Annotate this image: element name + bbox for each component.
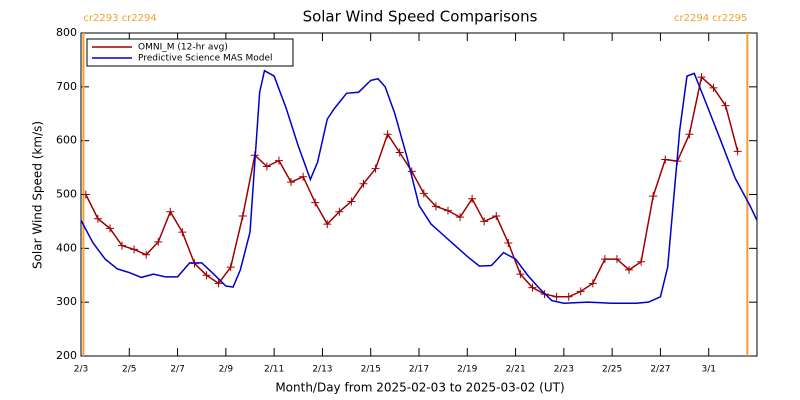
x-tick-label: 2/11 [264, 365, 284, 375]
point-marker [552, 292, 561, 301]
point-marker [214, 279, 223, 288]
point-marker [721, 101, 730, 110]
point-marker [661, 155, 670, 164]
point-marker [274, 156, 283, 165]
point-marker [323, 220, 332, 229]
x-tick-label: 3/1 [701, 365, 715, 375]
point-marker [504, 238, 513, 247]
point-marker [359, 179, 368, 188]
point-marker [697, 73, 706, 82]
point-marker [443, 206, 452, 215]
y-tick-label: 200 [56, 349, 77, 362]
legend-text: Predictive Science MAS Model [138, 54, 273, 64]
point-marker [93, 214, 102, 223]
point-marker [733, 147, 742, 156]
legend-text: OMNI_M (12-hr avg) [138, 43, 228, 53]
point-marker [371, 164, 380, 173]
x-tick-label: 2/23 [554, 365, 574, 375]
point-marker [395, 148, 404, 157]
x-tick-label: 2/9 [219, 365, 234, 375]
point-marker [347, 197, 356, 206]
x-tick-label: 2/19 [457, 365, 477, 375]
x-tick-label: 2/5 [122, 365, 136, 375]
rotation-label: cr2294 cr2295 [674, 13, 747, 24]
point-marker [166, 207, 175, 216]
y-tick-label: 800 [56, 26, 77, 39]
point-marker [262, 162, 271, 171]
point-marker [709, 83, 718, 92]
y-tick-label: 600 [56, 134, 77, 147]
point-marker [142, 250, 151, 259]
point-marker [456, 213, 465, 222]
series-line [85, 75, 739, 298]
point-marker [516, 270, 525, 279]
point-marker [685, 130, 694, 139]
point-marker [612, 255, 621, 264]
point-marker [81, 190, 90, 199]
point-marker [576, 287, 585, 296]
point-marker [564, 292, 573, 301]
point-marker [299, 172, 308, 181]
point-marker [105, 224, 114, 233]
rotation-label: cr2293 cr2294 [83, 13, 156, 24]
x-tick-label: 2/15 [361, 365, 381, 375]
legend-box [86, 38, 294, 67]
y-axis-label: Solar Wind Speed (km/s) [31, 121, 45, 269]
point-marker [528, 283, 537, 292]
point-marker [202, 271, 211, 280]
point-marker [480, 217, 489, 226]
point-marker [419, 189, 428, 198]
y-tick-label: 300 [56, 295, 77, 308]
point-marker [130, 245, 139, 254]
y-tick-label: 700 [56, 80, 77, 93]
x-tick-label: 2/17 [409, 365, 429, 375]
point-marker [178, 228, 187, 237]
y-tick-label: 500 [56, 188, 77, 201]
point-marker [118, 241, 127, 250]
plot-frame [80, 32, 758, 357]
point-marker [383, 130, 392, 139]
chart-title: Solar Wind Speed Comparisons [303, 8, 538, 26]
point-marker [649, 192, 658, 201]
point-marker [335, 207, 344, 216]
point-marker [238, 212, 247, 221]
x-tick-label: 2/27 [650, 365, 670, 375]
x-tick-label: 2/21 [505, 365, 525, 375]
y-tick-label: 400 [56, 241, 77, 254]
x-tick-label: 2/3 [74, 365, 88, 375]
x-tick-label: 2/7 [170, 365, 184, 375]
point-marker [431, 202, 440, 211]
x-tick-label: 2/25 [602, 365, 622, 375]
point-marker [226, 263, 235, 272]
point-marker [468, 194, 477, 203]
x-tick-label: 2/13 [312, 365, 332, 375]
series-line [80, 69, 758, 304]
point-marker [154, 237, 163, 246]
point-marker [311, 198, 320, 207]
point-marker [287, 178, 296, 187]
point-marker [637, 257, 646, 266]
point-marker [625, 265, 634, 274]
point-marker [600, 255, 609, 264]
point-marker [492, 212, 501, 221]
point-marker [588, 279, 597, 288]
x-axis-label: Month/Day from 2025-02-03 to 2025-03-02 … [275, 381, 564, 395]
